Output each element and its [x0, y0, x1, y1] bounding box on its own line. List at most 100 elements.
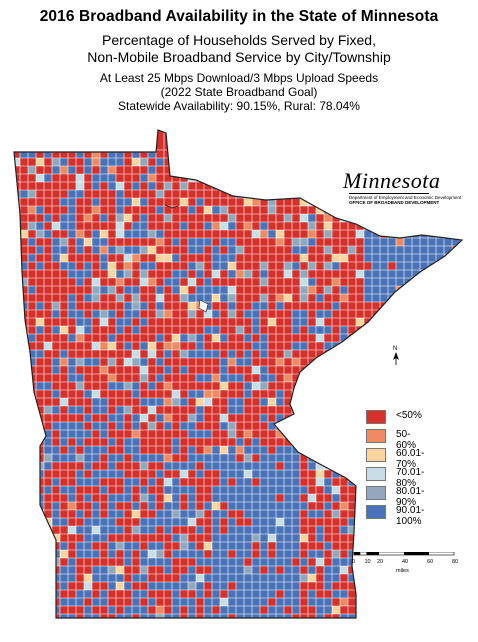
township-cell: [84, 214, 92, 222]
township-cell: [388, 214, 396, 222]
township-cell: [132, 454, 140, 462]
township-cell: [388, 390, 396, 398]
township-cell: [452, 206, 460, 214]
township-cell: [268, 510, 276, 518]
township-cell: [196, 550, 204, 558]
township-cell: [212, 350, 220, 358]
township-cell: [364, 278, 372, 286]
township-cell: [268, 158, 276, 166]
township-cell: [452, 294, 460, 302]
township-cell: [108, 502, 116, 510]
township-cell: [268, 486, 276, 494]
township-cell: [196, 558, 204, 566]
township-cell: [452, 606, 460, 614]
township-cell: [396, 270, 404, 278]
township-cell: [404, 334, 412, 342]
township-cell: [412, 374, 420, 382]
township-cell: [212, 510, 220, 518]
township-cell: [28, 350, 36, 358]
township-cell: [124, 358, 132, 366]
township-cell: [260, 454, 268, 462]
township-cell: [396, 606, 404, 614]
township-cell: [300, 534, 308, 542]
township-cell: [324, 158, 332, 166]
township-cell: [132, 310, 140, 318]
township-cell: [412, 286, 420, 294]
township-cell: [164, 614, 172, 618]
township-cell: [220, 582, 228, 590]
township-cell: [444, 302, 452, 310]
township-cell: [236, 582, 244, 590]
township-cell: [76, 526, 84, 534]
township-cell: [132, 254, 140, 262]
township-cell: [188, 294, 196, 302]
township-cell: [292, 478, 300, 486]
township-cell: [268, 582, 276, 590]
township-cell: [188, 582, 196, 590]
township-cell: [300, 430, 308, 438]
township-cell: [76, 598, 84, 606]
township-cell: [252, 150, 260, 158]
township-cell: [116, 574, 124, 582]
township-cell: [332, 262, 340, 270]
township-cell: [324, 222, 332, 230]
township-cell: [84, 262, 92, 270]
township-cell: [172, 286, 180, 294]
township-cell: [140, 494, 148, 502]
township-cell: [68, 366, 76, 374]
township-cell: [180, 518, 188, 526]
township-cell: [14, 446, 20, 454]
township-cell: [172, 478, 180, 486]
township-cell: [100, 526, 108, 534]
township-cell: [116, 270, 124, 278]
township-cell: [172, 438, 180, 446]
township-cell: [84, 358, 92, 366]
township-cell: [316, 598, 324, 606]
township-cell: [124, 262, 132, 270]
township-cell: [444, 238, 452, 246]
township-cell: [388, 238, 396, 246]
township-cell: [292, 246, 300, 254]
township-cell: [108, 334, 116, 342]
township-cell: [100, 246, 108, 254]
township-cell: [188, 262, 196, 270]
township-cell: [196, 374, 204, 382]
township-cell: [300, 254, 308, 262]
township-cell: [124, 542, 132, 550]
township-cell: [284, 350, 292, 358]
township-cell: [396, 526, 404, 534]
township-cell: [92, 198, 100, 206]
township-cell: [124, 382, 132, 390]
township-cell: [132, 246, 140, 254]
township-cell: [164, 462, 172, 470]
township-cell: [132, 302, 140, 310]
township-cell: [36, 206, 44, 214]
township-cell: [92, 574, 100, 582]
township-cell: [28, 334, 36, 342]
township-cell: [292, 510, 300, 518]
township-cell: [284, 486, 292, 494]
township-cell: [140, 414, 148, 422]
township-cell: [292, 606, 300, 614]
township-cell: [244, 358, 252, 366]
township-cell: [380, 214, 388, 222]
township-cell: [356, 534, 364, 542]
township-cell: [244, 462, 252, 470]
township-cell: [108, 494, 116, 502]
township-cell: [292, 310, 300, 318]
township-cell: [140, 574, 148, 582]
township-cell: [228, 502, 236, 510]
township-cell: [188, 606, 196, 614]
township-cell: [332, 446, 340, 454]
township-cell: [324, 486, 332, 494]
township-cell: [92, 470, 100, 478]
township-cell: [180, 334, 188, 342]
township-cell: [92, 446, 100, 454]
township-cell: [244, 222, 252, 230]
township-cell: [68, 502, 76, 510]
township-cell: [188, 614, 196, 618]
township-cell: [76, 510, 84, 518]
township-cell: [28, 518, 36, 526]
township-cell: [388, 510, 396, 518]
township-cell: [76, 278, 84, 286]
